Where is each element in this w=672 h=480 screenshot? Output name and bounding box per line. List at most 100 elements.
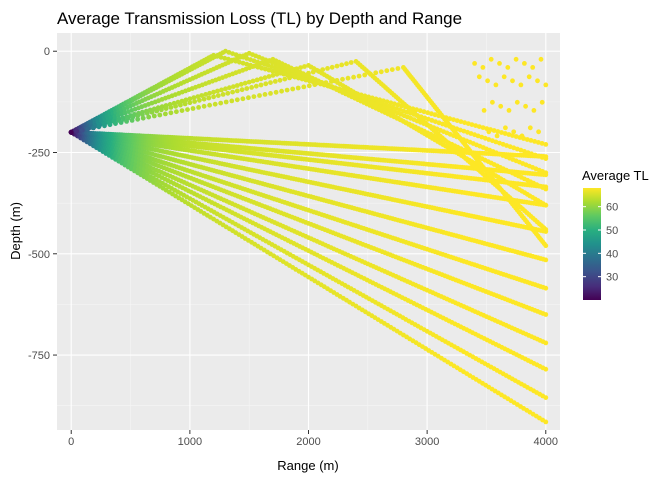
data-point	[201, 103, 207, 109]
data-point	[530, 65, 536, 70]
data-point	[68, 129, 74, 135]
data-point	[168, 110, 174, 116]
data-point	[543, 285, 549, 291]
data-point	[458, 119, 464, 124]
data-point	[294, 66, 299, 72]
data-point	[543, 156, 549, 162]
data-point	[535, 78, 540, 84]
data-point	[218, 100, 224, 106]
data-point	[481, 108, 487, 113]
data-point	[279, 88, 284, 94]
data-point	[432, 112, 438, 118]
data-point	[469, 122, 475, 127]
data-point	[389, 67, 395, 72]
data-point	[301, 72, 307, 77]
legend-title: Average TL	[582, 168, 649, 183]
y-axis-title: Depth (m)	[8, 202, 23, 260]
data-point	[543, 186, 549, 192]
data-point	[334, 78, 340, 83]
data-point	[286, 68, 292, 74]
x-tick-label: 0	[68, 436, 74, 448]
data-point	[157, 112, 163, 118]
data-point	[253, 83, 259, 89]
data-point	[257, 93, 262, 98]
data-point	[543, 227, 549, 232]
data-point	[543, 257, 549, 263]
data-point	[270, 68, 275, 74]
data-point	[543, 419, 549, 425]
data-point	[538, 56, 544, 62]
data-point	[298, 65, 303, 70]
data-point	[454, 118, 460, 123]
data-point	[196, 105, 202, 110]
data-point	[113, 121, 118, 126]
data-point	[212, 101, 218, 107]
data-point	[506, 108, 512, 113]
data-point	[237, 59, 242, 65]
data-point	[178, 102, 183, 108]
data-point	[230, 89, 236, 95]
data-point	[124, 119, 129, 124]
data-point	[79, 127, 85, 133]
legend-tick-label: 50	[606, 225, 618, 237]
data-point	[74, 128, 80, 134]
data-point	[429, 111, 434, 117]
data-point	[185, 107, 190, 112]
data-point	[223, 86, 228, 92]
data-point	[220, 92, 226, 97]
data-point	[543, 202, 549, 208]
data-point	[421, 109, 427, 115]
data-point	[526, 74, 532, 80]
data-point	[480, 125, 486, 130]
data-point	[154, 108, 160, 114]
data-point	[476, 74, 482, 80]
data-point	[488, 56, 494, 62]
data-point	[231, 84, 236, 89]
data-point	[536, 153, 541, 159]
data-point	[287, 75, 292, 81]
data-point	[262, 75, 268, 81]
data-point	[195, 94, 201, 99]
data-point	[207, 90, 213, 96]
data-point	[344, 61, 349, 67]
data-point	[277, 77, 283, 83]
data-point	[203, 92, 209, 97]
data-point	[290, 86, 296, 92]
data-point	[249, 85, 255, 90]
data-point	[543, 243, 549, 249]
chart-title: Average Transmission Loss (TL) by Depth …	[57, 9, 462, 28]
data-point	[266, 74, 272, 79]
data-point	[457, 127, 463, 133]
data-point	[513, 56, 519, 62]
data-point	[187, 100, 193, 106]
data-point	[182, 101, 188, 107]
data-point	[502, 131, 508, 136]
y-tick-label: -500	[28, 249, 50, 261]
data-point	[291, 74, 297, 80]
data-point	[523, 103, 528, 109]
data-point	[493, 139, 499, 145]
data-point	[315, 68, 321, 74]
data-point	[284, 87, 290, 93]
x-tick-label: 3000	[415, 436, 439, 448]
data-point	[543, 366, 549, 372]
y-tick-label: -250	[28, 148, 50, 160]
data-point	[173, 103, 179, 109]
data-point	[493, 82, 499, 88]
data-points	[68, 48, 549, 425]
data-point	[102, 123, 107, 129]
data-point	[539, 155, 545, 160]
data-point	[495, 129, 501, 134]
data-point	[536, 129, 541, 135]
legend-tick-label: 30	[606, 272, 618, 284]
data-point	[325, 66, 330, 71]
data-point	[306, 83, 312, 89]
data-point	[215, 93, 221, 98]
data-point	[543, 82, 549, 88]
data-point	[532, 139, 538, 144]
data-point	[543, 340, 549, 346]
data-point	[273, 89, 279, 95]
data-point	[513, 134, 519, 139]
data-point	[529, 151, 534, 157]
data-point	[295, 85, 301, 91]
